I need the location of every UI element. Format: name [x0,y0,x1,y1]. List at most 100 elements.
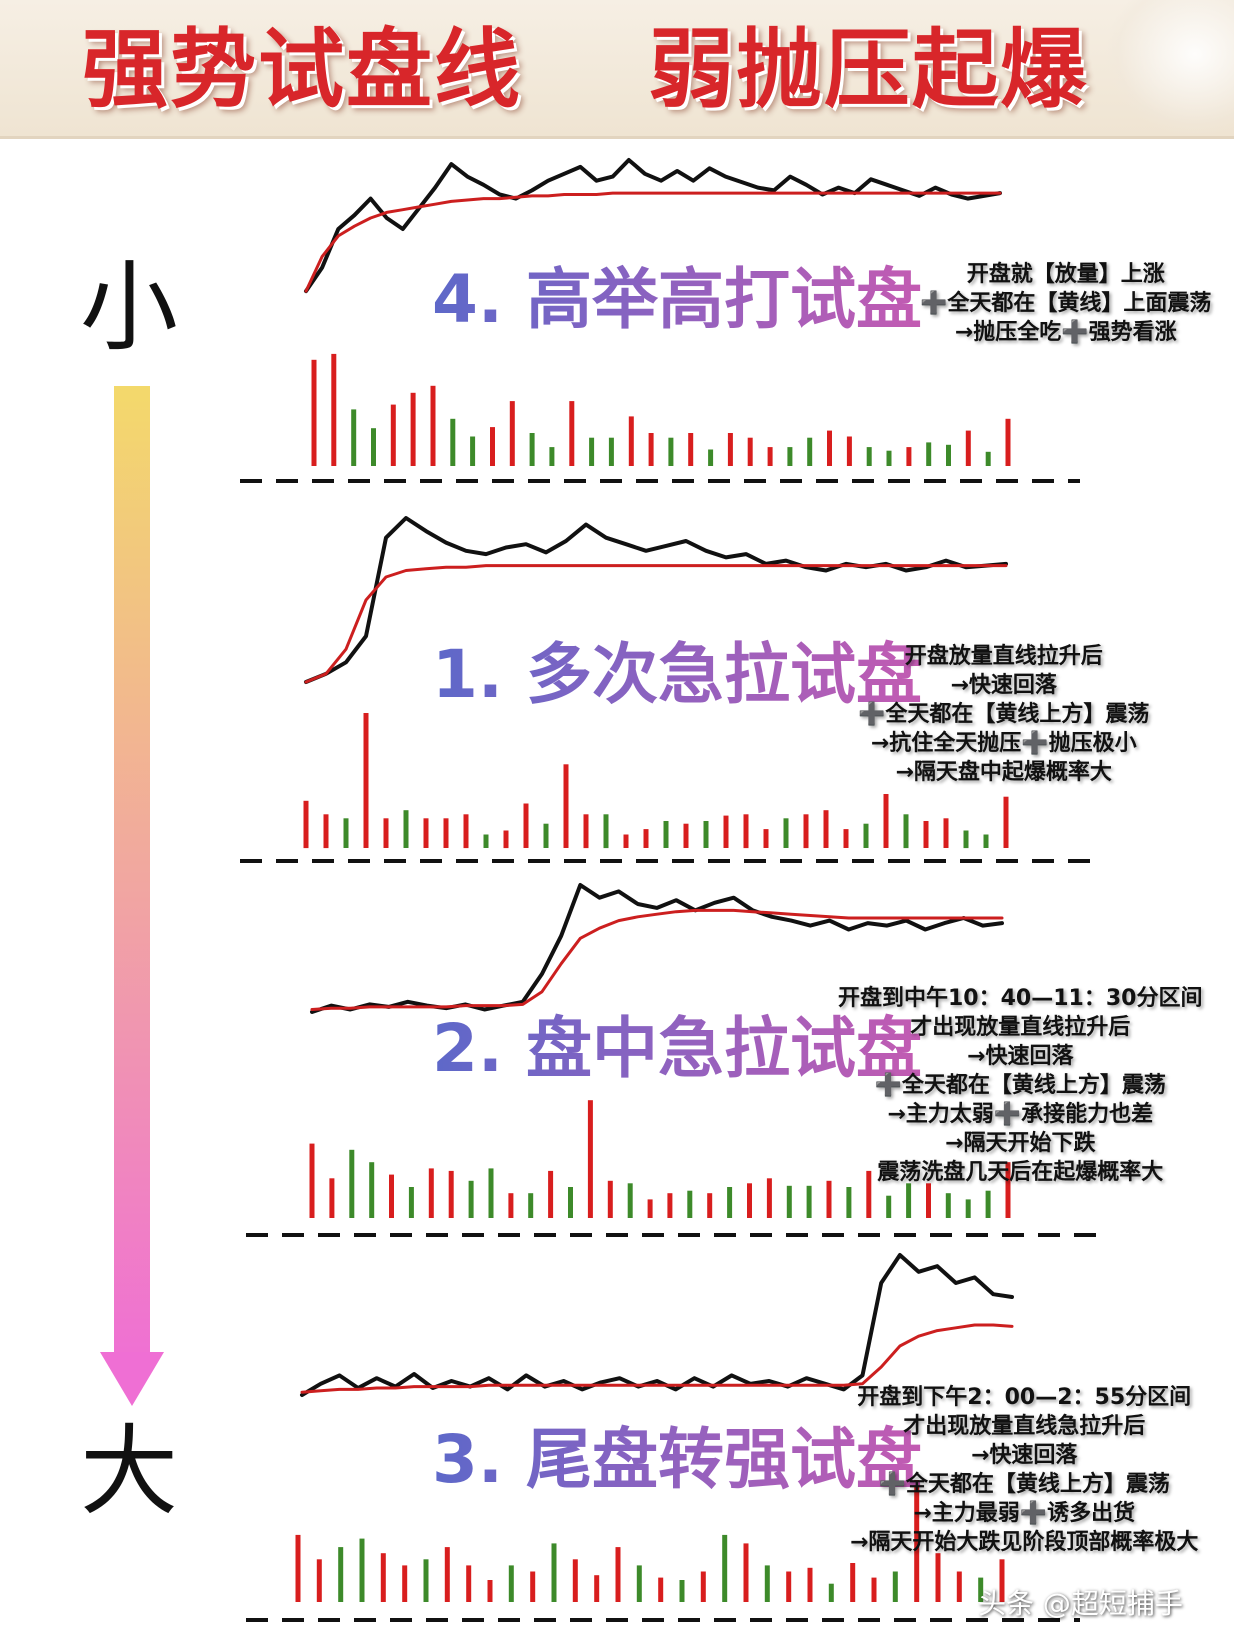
volume-bar-up [935,1553,941,1602]
volume-bar-down [983,834,989,848]
note-line: ➕全天都在【黄线上方】震荡 [878,1472,1170,1497]
panel-heading-2: 1. 多次急拉试盘 [432,636,922,713]
volume-bar-up [466,1565,472,1602]
volume-bar-up [658,1577,664,1602]
volume-bar-down [978,1577,984,1602]
volume-bar-down [926,442,932,466]
volume-bar-up [923,821,929,848]
volume-bar-up [743,814,749,849]
volume-bar-up [1005,418,1011,466]
volume-bar-down [663,821,669,848]
note-line: →快速回落 [971,1443,1078,1468]
panel-heading-4: 3. 尾盘转强试盘 [432,1421,922,1498]
volume-bar-up [648,433,654,466]
volume-bar-up [548,1170,554,1218]
volume-bar-down [351,409,357,466]
note-line: →抛压全吃➕强势看涨 [954,320,1177,345]
note-line: →快速回落 [950,673,1057,698]
note-line: 震荡洗盘几天后在起爆概率大 [877,1160,1164,1185]
note-line: ➕全天都在【黄线】上面震荡 [920,291,1212,316]
volume-bar-up [583,814,589,849]
volume-bar-up [846,436,852,466]
volume-bar-down [488,1168,494,1218]
volume-bar-up [763,829,769,848]
volume-bar-down [679,1580,685,1602]
volume-bar-down [722,1534,728,1602]
volume-bar-up [448,1170,454,1218]
note-line: →抗住全天抛压➕抛压极小 [870,731,1137,756]
panel-heading-3: 2. 盘中急拉试盘 [432,1010,922,1087]
volume-bar-down [668,437,674,466]
volume-bar-down [529,433,535,466]
volume-bar-up [410,392,416,466]
volume-bar-up [490,427,495,466]
tree-decoration [1104,0,1234,136]
volume-bar-down [787,447,793,466]
volume-bar-down [468,1180,474,1218]
note-line: →快速回落 [967,1044,1074,1069]
volume-bar-up [883,794,889,848]
volume-bar-down [903,814,909,849]
volume-bar-down [687,1190,693,1218]
volume-bar-up [594,1575,600,1602]
volume-bar-up [866,1170,872,1218]
volume-bar-up [747,437,753,466]
volume-bar-up [727,433,733,466]
volume-bar-up [766,1178,772,1218]
volume-bar-up [786,1571,792,1602]
volume-bar-up [316,1559,322,1602]
note-line: 开盘到下午2：00—2：55分区间 [857,1385,1192,1410]
volume-bar-down [963,830,969,849]
volume-bar-down [708,449,714,466]
volume-bar-down [551,1543,557,1602]
volume-bar-up [444,1547,450,1602]
header-title-right: 弱抛压起爆 [648,20,1088,120]
volume-bar-up [823,810,829,848]
volume-bar-up [615,1547,621,1602]
volume-bar-up [402,1565,408,1602]
scale-label-small: 小 [80,251,179,365]
volume-bar-up [723,815,729,848]
volume-bar-down [863,823,869,848]
volume-bar-up [906,447,912,466]
volume-bar-down [727,1187,733,1218]
panel-notes-1: 开盘就【放量】上涨 ➕全天都在【黄线】上面震荡 →抛压全吃➕强势看涨 [920,260,1211,347]
volume-bar-down [483,834,489,848]
volume-bar-down [965,1199,971,1218]
panel-notes-2: 开盘放量直线拉升后 →快速回落 ➕全天都在【黄线上方】震荡 →抗住全天抛压➕抛压… [858,642,1149,787]
average-line [300,1323,1014,1394]
volume-bar-up [443,818,449,848]
volume-bar-up [914,1480,920,1602]
volume-bar-down [636,1565,642,1602]
volume-bar-up [999,1559,1005,1602]
note-line: →主力最弱➕诱多出货 [913,1501,1136,1526]
volume-bar-down [508,1565,514,1602]
volume-bar-down [703,821,709,848]
volume-bar-up [503,830,509,849]
volume-bar-up [767,447,773,466]
volume-bar-down [549,447,555,466]
volume-bar-up [643,829,649,848]
volume-bar-up [1005,1162,1011,1218]
panel-notes-3: 开盘到中午10：40—11：30分区间 才出现放量直线拉升后 →快速回落 ➕全天… [838,984,1202,1187]
volume-bar-up [563,764,569,848]
volume-bar-up [607,1180,613,1218]
volume-bar-up [523,803,529,848]
volume-bar-up [508,1193,514,1218]
scale-label-large: 大 [80,1415,179,1529]
volume-bar-up [956,1571,962,1602]
volume-bar-down [369,1162,375,1218]
header-banner: 强势试盘线 弱抛压起爆 [0,0,1234,139]
volume-bar-down [807,437,813,466]
volume-bar-up [390,404,396,466]
volume-bar-up [363,713,369,848]
volume-bar-down [603,814,609,849]
volume-bar-up [843,829,849,848]
volume-bar-down [886,1195,892,1218]
volume-bar-up [943,818,949,848]
volume-bar-up [647,1199,653,1218]
volume-bar-up [569,401,575,466]
volume-bar-up [423,818,429,848]
panel-heading-1: 4. 高举高打试盘 [432,261,922,338]
volume-bar-up [329,1178,335,1218]
